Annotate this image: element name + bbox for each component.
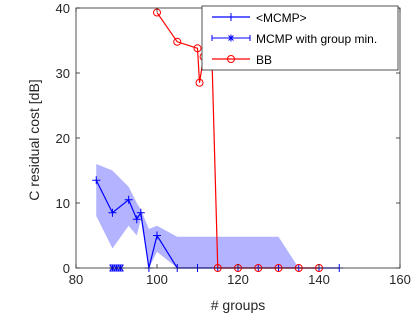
legend-marker-mcmp-group-min bbox=[228, 35, 235, 42]
y-axis-label: C residual cost [dB] bbox=[26, 79, 42, 200]
y-tick-label: 20 bbox=[56, 131, 70, 146]
legend-label-mcmp-group-min: MCMP with group min. bbox=[256, 32, 377, 46]
x-tick-label: 160 bbox=[389, 272, 411, 287]
legend-label-bb: BB bbox=[256, 53, 272, 67]
y-tick-label: 10 bbox=[56, 196, 70, 211]
legend-label-mcmp: <MCMP> bbox=[256, 11, 307, 25]
y-tick-label: 40 bbox=[56, 1, 70, 16]
x-tick-label: 140 bbox=[308, 272, 330, 287]
x-tick-label: 80 bbox=[69, 272, 83, 287]
y-tick-label: 30 bbox=[56, 66, 70, 81]
x-tick-label: 120 bbox=[227, 272, 249, 287]
x-axis-label: # groups bbox=[211, 297, 265, 313]
x-tick-label: 100 bbox=[146, 272, 168, 287]
legend: <MCMP> MCMP with group min. BB bbox=[202, 6, 398, 70]
y-tick-label: 0 bbox=[63, 261, 70, 276]
